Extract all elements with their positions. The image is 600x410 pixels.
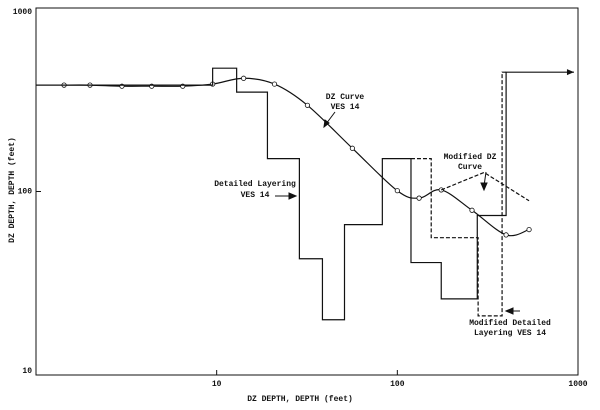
annotation: VES 14 — [241, 191, 270, 200]
data-point — [503, 232, 509, 238]
annotation: Detailed Layering — [214, 180, 296, 189]
series-line — [441, 171, 530, 202]
x-tick-label: 100 — [390, 380, 405, 389]
y-axis-label: DZ DEPTH, DEPTH (feet) — [8, 137, 17, 243]
data-point — [394, 188, 400, 194]
data-point — [304, 102, 311, 108]
data-point — [469, 207, 475, 213]
x-axis-label: DZ DEPTH, DEPTH (feet) — [247, 395, 353, 404]
data-point — [526, 226, 532, 233]
series-line — [36, 67, 574, 321]
y-tick-label: 1000 — [13, 8, 32, 17]
annotation: DZ Curve — [326, 93, 365, 102]
y-tick-label: 100 — [18, 188, 33, 197]
annotation: Modified Detailed — [469, 319, 551, 328]
x-tick-label: 10 — [212, 380, 222, 389]
data-point — [349, 145, 355, 151]
arrow-head — [566, 69, 574, 76]
annotation: VES 14 — [331, 103, 360, 112]
y-tick-label: 10 — [22, 367, 32, 376]
x-tick-label: 1000 — [568, 380, 587, 389]
data-point — [271, 81, 278, 87]
series-line — [410, 71, 507, 317]
annotation: Curve — [458, 163, 482, 172]
data-point — [241, 75, 247, 81]
annotation: Layering VES 14 — [474, 329, 546, 338]
annotation: Modified DZ — [444, 153, 497, 162]
annotation-arrows — [275, 111, 520, 315]
data-point — [416, 195, 422, 201]
series-line — [64, 77, 530, 237]
